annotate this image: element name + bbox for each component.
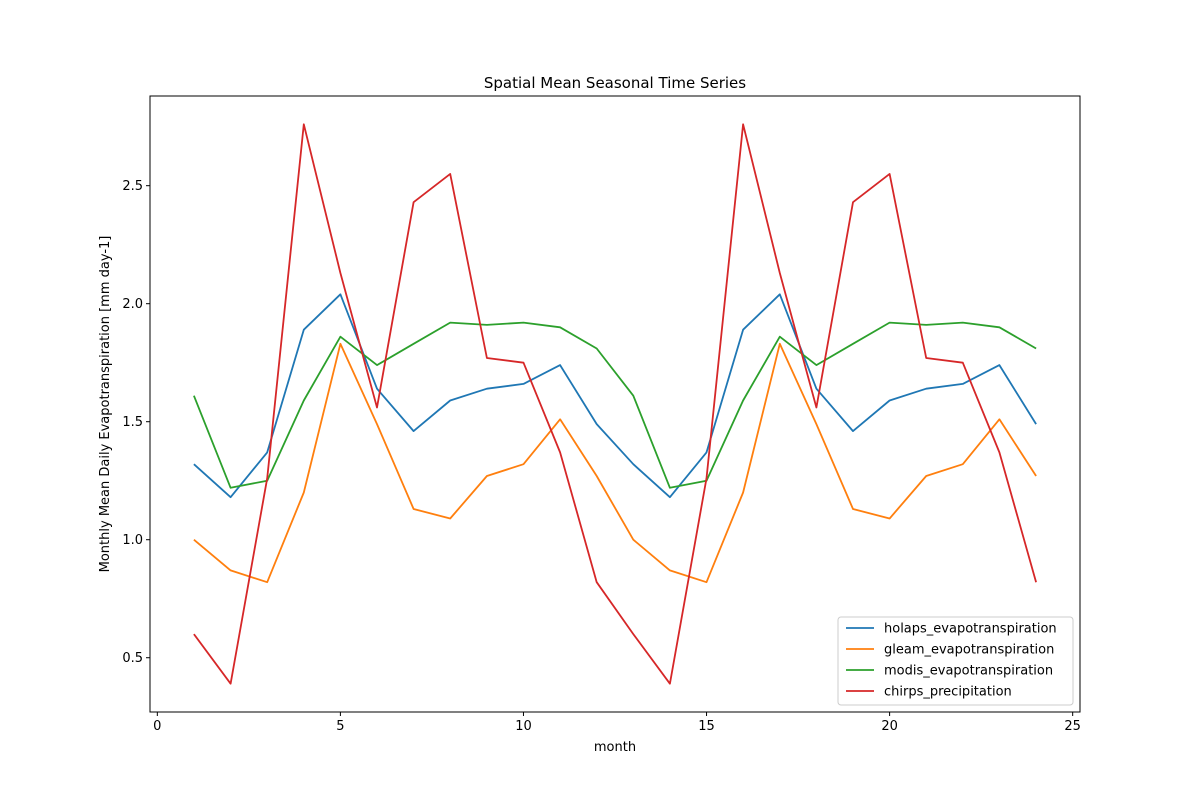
legend-label-chirps_precipitation: chirps_precipitation: [884, 685, 1012, 700]
plot-frame: [149, 95, 1081, 713]
y-tick-label: 1.5: [122, 415, 143, 430]
y-tick-label: 2.5: [122, 179, 143, 194]
y-tick-label: 0.5: [122, 651, 143, 666]
x-tick-label: 10: [515, 719, 532, 734]
x-tick-label: 15: [698, 719, 715, 734]
y-tick-label: 1.0: [122, 533, 143, 548]
chart-title: Spatial Mean Seasonal Time Series: [484, 74, 746, 92]
plot-lines: [193, 123, 1037, 685]
legend-label-holaps_evapotranspiration: holaps_evapotranspiration: [884, 622, 1057, 637]
legend-label-modis_evapotranspiration: modis_evapotranspiration: [884, 664, 1053, 679]
series-line-modis_evapotranspiration: [193, 321, 1037, 489]
legend: holaps_evapotranspiration gleam_evapotran…: [837, 616, 1074, 706]
x-tick-label: 20: [881, 719, 898, 734]
x-axis: 0 5 10 15 20 25: [153, 712, 1081, 734]
x-tick-label: 25: [1064, 719, 1081, 734]
y-axis: 0.5 1.0 1.5 2.0 2.5: [122, 179, 150, 666]
x-axis-label: month: [594, 740, 636, 755]
series-line-gleam_evapotranspiration: [193, 342, 1037, 584]
series-line-holaps_evapotranspiration: [193, 293, 1037, 499]
legend-box: [837, 616, 1074, 706]
y-axis-label: Monthly Mean Daily Evapotranspiration [m…: [98, 236, 113, 573]
y-tick-label: 2.0: [122, 297, 143, 312]
series-line-chirps_precipitation: [193, 123, 1037, 685]
legend-label-gleam_evapotranspiration: gleam_evapotranspiration: [884, 643, 1054, 658]
x-tick-label: 5: [336, 719, 344, 734]
x-tick-label: 0: [153, 719, 161, 734]
